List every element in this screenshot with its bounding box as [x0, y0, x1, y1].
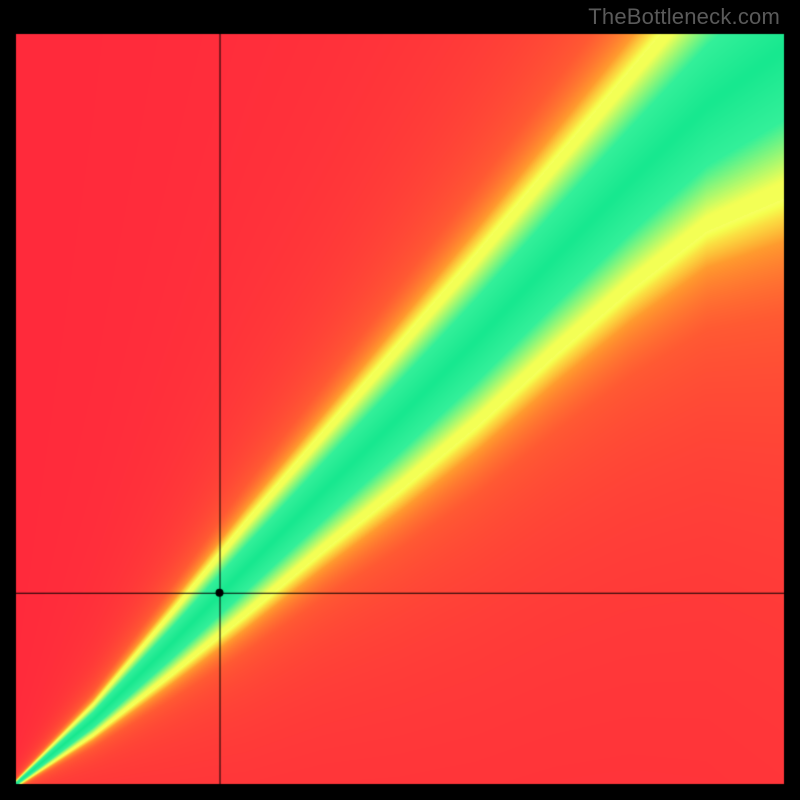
heatmap-canvas	[0, 0, 800, 800]
watermark-label: TheBottleneck.com	[588, 4, 780, 30]
chart-container: TheBottleneck.com	[0, 0, 800, 800]
